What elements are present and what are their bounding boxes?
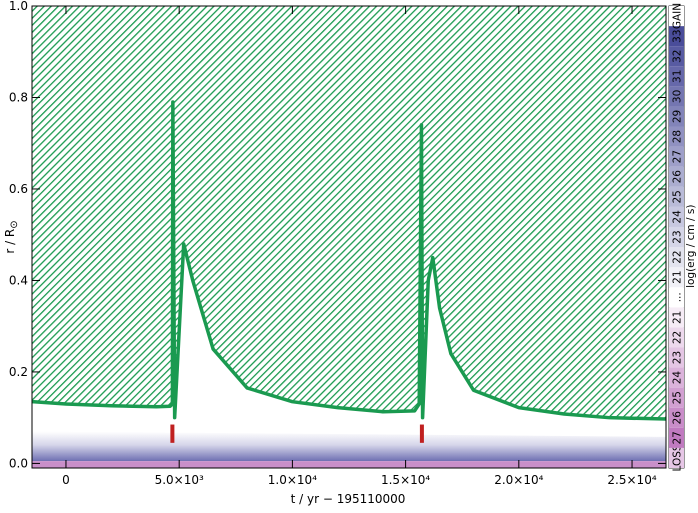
colorbar-cell [669, 26, 684, 47]
convective-boundary-line [32, 100, 666, 421]
colorbar-cell [669, 146, 684, 167]
y-tick-label: 0.4 [9, 273, 28, 287]
sun-symbol: ⊙ [9, 220, 20, 228]
x-axis-label: t / yr − 195110000 [291, 492, 406, 506]
x-tick-label: 0 [62, 473, 70, 487]
energy-loss-band [32, 461, 666, 468]
colorbar-tick-label: 30 [672, 90, 684, 103]
colorbar-tick-label: LOSS [672, 444, 684, 471]
colorbar-tick-label: 31 [672, 70, 684, 83]
colorbar-cell [669, 427, 684, 448]
colorbar-cell [669, 267, 684, 288]
colorbar-tick-label: ... [672, 292, 684, 302]
convective-envelope-region [32, 6, 666, 420]
y-tick-label: 0.6 [9, 182, 28, 196]
x-tick-label: 2.5×10⁴ [607, 473, 656, 487]
colorbar-cell [669, 447, 684, 468]
colorbar-cell [669, 126, 684, 147]
colorbar-cell [669, 226, 684, 248]
flash-marker-2 [419, 424, 424, 443]
colorbar-tick-label: 26 [672, 411, 684, 425]
y-tick-label: 0.2 [9, 365, 28, 379]
colorbar-cell [669, 387, 684, 408]
x-tick-label: 5.0×10³ [155, 473, 204, 487]
colorbar-cell [669, 327, 684, 348]
x-tick-label: 2.0×10⁴ [494, 473, 543, 487]
colorbar-tick-label: 21 [672, 270, 684, 283]
colorbar-cell [669, 66, 684, 87]
colorbar-tick-label: GAIN [672, 3, 684, 29]
colorbar-tick-label: 23 [672, 351, 684, 364]
colorbar-title: log(erg / cm / s) [685, 205, 697, 288]
x-tick-label: 1.0×10⁴ [268, 473, 317, 487]
y-tick-label: 0.8 [9, 90, 28, 104]
colorbar-cell [669, 6, 684, 27]
y-tick-label: 0.0 [9, 456, 28, 470]
plot-frame [31, 5, 667, 469]
colorbar-cell [669, 46, 684, 67]
energy-generation-zone [32, 431, 666, 462]
svg-text:r / R⊙: r / R⊙ [3, 220, 20, 253]
y-axis-title: r / R⊙ [3, 220, 20, 253]
colorbar-cell [669, 347, 684, 368]
colorbar-cell [669, 86, 684, 107]
colorbar-tick-label: 26 [672, 170, 684, 184]
colorbar-tick-label: 22 [672, 250, 684, 263]
colorbar-tick-label: 25 [672, 391, 684, 404]
colorbar-tick-label: 27 [672, 150, 684, 163]
colorbar-tick-label: 21 [672, 311, 684, 324]
colorbar-tick-label: 24 [672, 210, 684, 224]
colorbar-cell [669, 106, 684, 127]
colorbar-tick-label: 22 [672, 331, 684, 344]
colorbar-cell [669, 307, 684, 328]
colorbar-tick-label: 29 [672, 110, 684, 123]
colorbar-cell [669, 186, 684, 207]
colorbar-tick-label: 32 [672, 50, 684, 63]
colorbar-cell [669, 206, 684, 227]
x-tick-label: 1.5×10⁴ [381, 473, 430, 487]
y-axis-label: r / R [3, 229, 17, 254]
colorbar-cell [669, 407, 684, 428]
colorbar-tick-label: 27 [672, 431, 684, 444]
y-tick-label: 1.0 [9, 0, 28, 13]
flash-marker-1 [170, 424, 175, 443]
colorbar-cell [669, 367, 684, 388]
colorbar-cell [669, 166, 684, 187]
energy-colorbar: LOSS27262524232221...2122232425262728293… [668, 3, 697, 471]
colorbar-tick-label: 33 [672, 29, 684, 42]
plot-area [32, 6, 666, 468]
colorbar-tick-label: 23 [672, 230, 684, 243]
colorbar-tick-label: 24 [672, 371, 684, 385]
colorbar-tick-label: 25 [672, 190, 684, 203]
colorbar-cell [669, 247, 684, 268]
colorbar-cell [669, 287, 684, 308]
colorbar-tick-label: 28 [672, 130, 684, 143]
axes: 0 5.0×10³ 1.0×10⁴ 1.5×10⁴ 2.0×10⁴ 2.5×10⁴ 0.0 0… [9, 0, 666, 487]
